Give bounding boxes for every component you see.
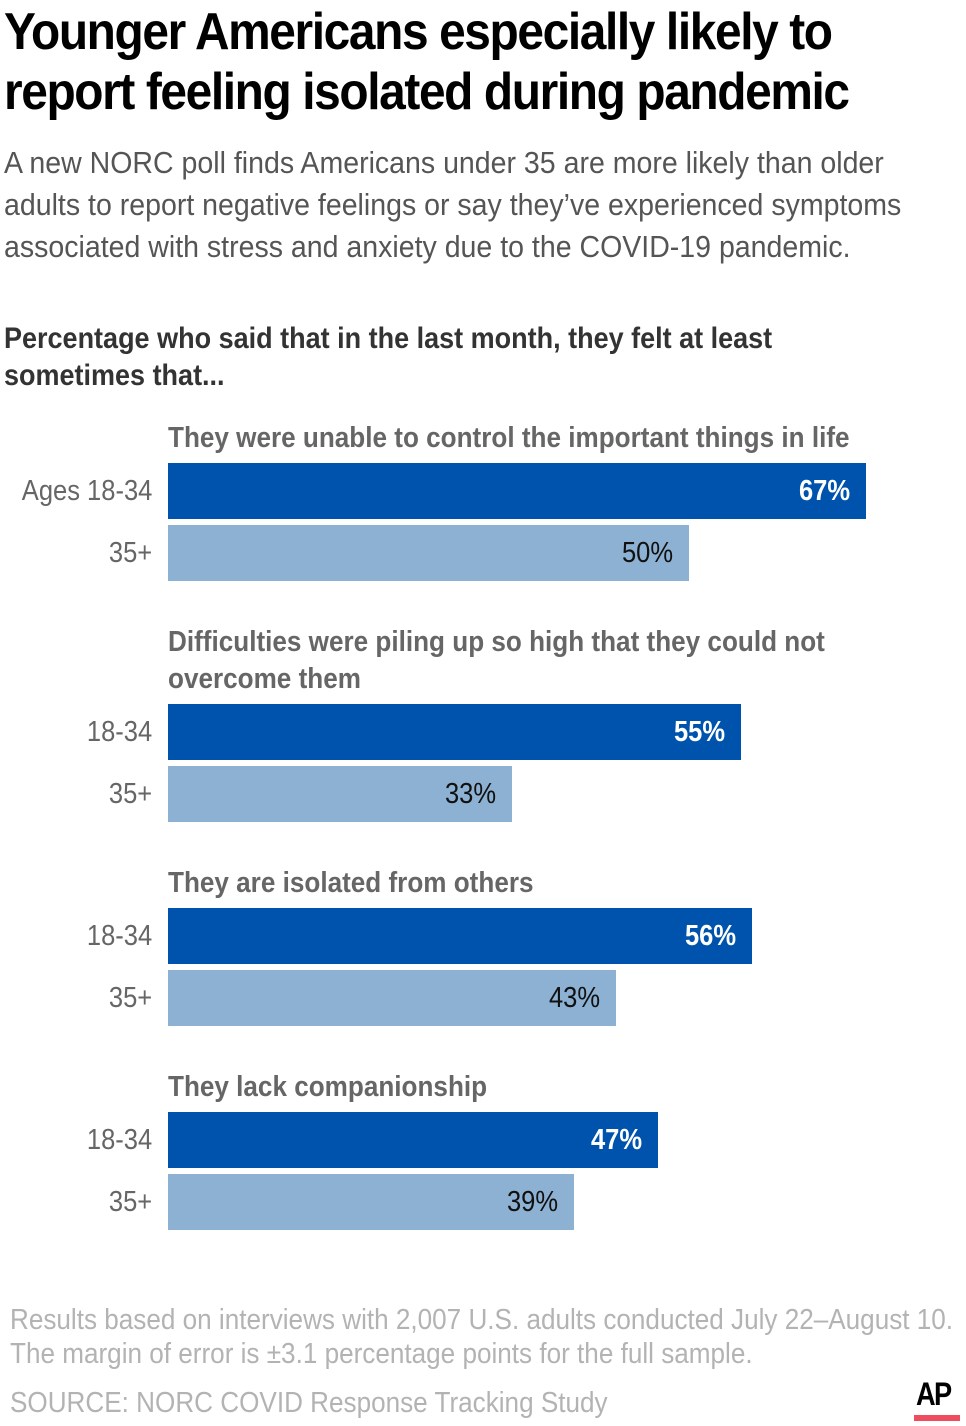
row-label: 18-34 — [86, 716, 152, 748]
bar-ages-35-plus: 33% — [168, 766, 512, 822]
chart-question: Percentage who said that in the last mon… — [4, 322, 773, 392]
bar-ages-18-34: 56% — [168, 908, 752, 964]
source-text: SOURCE: NORC COVID Response Tracking Stu… — [10, 1387, 608, 1419]
data-label: 55% — [673, 716, 725, 748]
data-label: 39% — [506, 1186, 558, 1218]
data-label: 50% — [621, 537, 673, 569]
bar-ages-35-plus: 43% — [168, 970, 616, 1026]
row-label: 35+ — [108, 537, 152, 569]
row-label: 18-34 — [86, 1124, 152, 1156]
row-label: 35+ — [108, 982, 152, 1014]
data-label: 47% — [590, 1124, 642, 1156]
row-label: 18-34 — [86, 920, 152, 952]
group-label: They lack companionship — [168, 1071, 488, 1103]
bar-ages-18-34: 67% — [168, 463, 866, 519]
data-label: 56% — [684, 920, 736, 952]
methodology-note: Results based on interviews with 2,007 U… — [10, 1304, 954, 1370]
group-label: They are isolated from others — [168, 867, 534, 899]
bar-ages-18-34: 47% — [168, 1112, 658, 1168]
row-label: Ages 18-34 — [21, 475, 152, 507]
chart-subtitle: A new NORC poll finds Americans under 35… — [4, 145, 902, 264]
data-label: 43% — [548, 982, 600, 1014]
row-label: 35+ — [108, 1186, 152, 1218]
bar-ages-35-plus: 50% — [168, 525, 689, 581]
group-label: They were unable to control the importan… — [168, 422, 850, 454]
ap-logo: AP — [916, 1376, 952, 1412]
data-label: 33% — [444, 778, 496, 810]
chart-title: Younger Americans especially likely to r… — [4, 3, 850, 121]
group-label: Difficulties were piling up so high that… — [168, 626, 825, 695]
bar-ages-35-plus: 39% — [168, 1174, 574, 1230]
data-label: 67% — [798, 475, 850, 507]
row-label: 35+ — [108, 778, 152, 810]
bar-ages-18-34: 55% — [168, 704, 741, 760]
ap-logo-accent — [914, 1415, 960, 1421]
